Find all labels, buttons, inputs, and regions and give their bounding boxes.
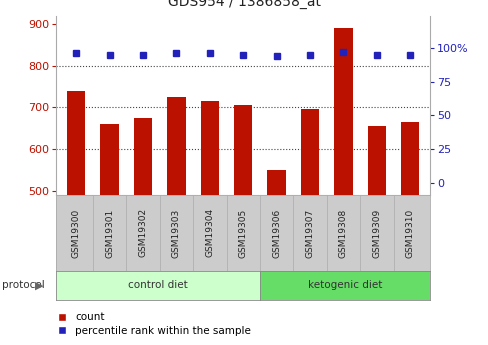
Text: GSM19303: GSM19303 bbox=[172, 208, 181, 257]
Text: GSM19301: GSM19301 bbox=[105, 208, 114, 257]
Bar bbox=[334, 28, 352, 345]
Text: protocol: protocol bbox=[2, 280, 45, 290]
Bar bbox=[134, 118, 152, 345]
Text: control diet: control diet bbox=[128, 280, 188, 290]
Text: GSM19304: GSM19304 bbox=[205, 208, 214, 257]
Bar bbox=[267, 170, 285, 345]
Bar bbox=[167, 97, 185, 345]
Bar bbox=[300, 109, 319, 345]
Bar bbox=[67, 91, 85, 345]
Bar bbox=[234, 105, 252, 345]
Text: ▶: ▶ bbox=[35, 280, 43, 290]
Bar bbox=[400, 122, 419, 345]
Text: GSM19307: GSM19307 bbox=[305, 208, 314, 257]
Bar bbox=[367, 126, 385, 345]
Text: GSM19308: GSM19308 bbox=[338, 208, 347, 257]
Text: GSM19310: GSM19310 bbox=[405, 208, 414, 257]
Bar bbox=[200, 101, 219, 345]
Bar bbox=[101, 124, 119, 345]
Text: GSM19305: GSM19305 bbox=[238, 208, 247, 257]
Text: GSM19300: GSM19300 bbox=[72, 208, 81, 257]
Legend: count, percentile rank within the sample: count, percentile rank within the sample bbox=[54, 308, 254, 340]
Text: ketogenic diet: ketogenic diet bbox=[307, 280, 382, 290]
Text: GSM19302: GSM19302 bbox=[138, 208, 147, 257]
Text: GDS954 / 1386858_at: GDS954 / 1386858_at bbox=[168, 0, 320, 9]
Text: GSM19309: GSM19309 bbox=[372, 208, 381, 257]
Text: GSM19306: GSM19306 bbox=[272, 208, 281, 257]
